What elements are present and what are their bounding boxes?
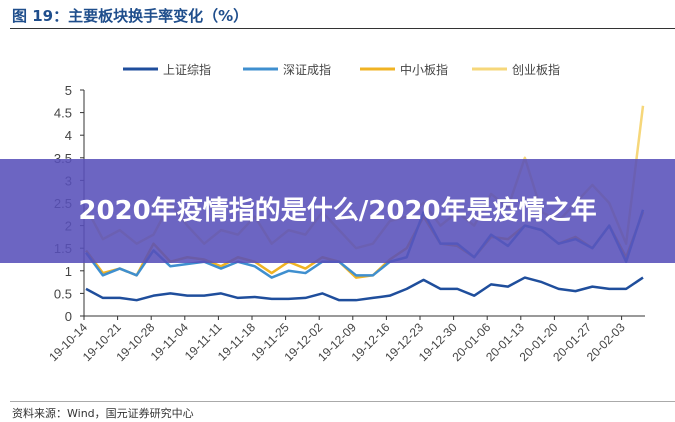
title-divider [10, 28, 675, 29]
source-note: 资料来源：Wind，国元证券研究中心 [12, 407, 194, 420]
figure-title: 图 19：主要板块换手率变化（%） [12, 7, 249, 25]
source-divider [10, 401, 675, 402]
y-tick-label: 5 [65, 83, 72, 98]
y-tick-label: 1 [65, 264, 72, 279]
legend-label: 上证综指 [163, 62, 211, 77]
legend-label: 深证成指 [283, 62, 331, 77]
y-tick-label: 0.5 [54, 286, 72, 301]
legend-label: 中小板指 [400, 62, 448, 77]
overlay-banner: 2020年疫情指的是什么/2020年是疫情之年 [0, 159, 675, 263]
y-tick-label: 4 [65, 128, 72, 143]
series-line-0 [85, 276, 644, 302]
y-tick-label: 0 [65, 309, 72, 324]
banner-text: 2020年疫情指的是什么/2020年是疫情之年 [78, 196, 597, 226]
legend-label: 创业板指 [512, 62, 560, 77]
y-tick-label: 4.5 [54, 106, 72, 121]
